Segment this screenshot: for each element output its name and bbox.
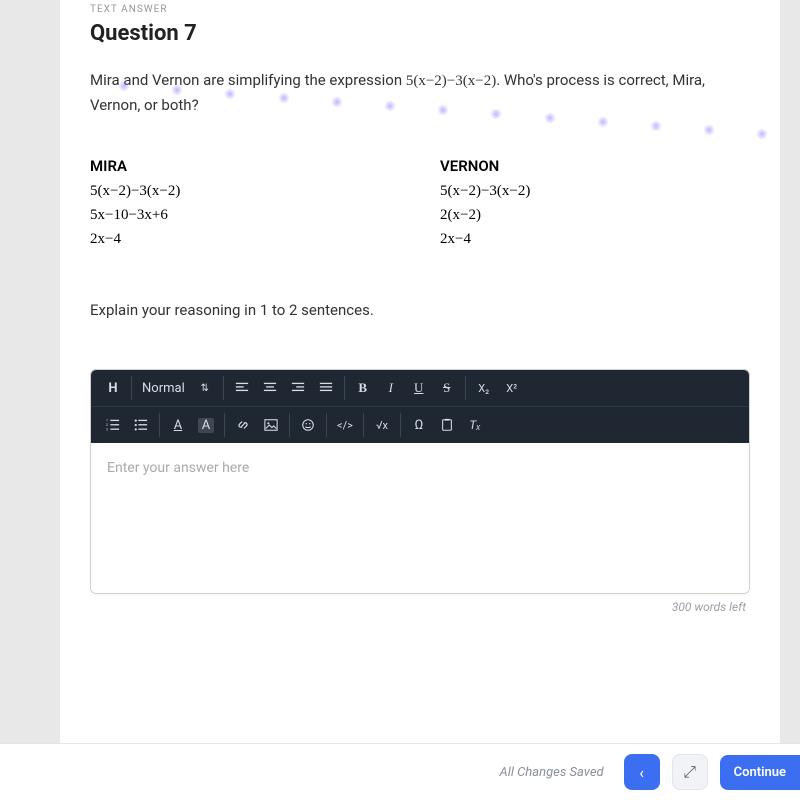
vernon-line-3: 2x−4 <box>440 227 750 251</box>
align-right-icon[interactable] <box>290 381 306 395</box>
vernon-line-2: 2(x−2) <box>440 203 750 227</box>
vernon-column: VERNON 5(x−2)−3(x−2) 2(x−2) 2x−4 <box>440 157 750 251</box>
question-card: TEXT ANSWER Question 7 Mira and Vernon a… <box>60 0 780 800</box>
code-button[interactable]: </> <box>337 419 353 432</box>
image-icon[interactable] <box>263 418 279 432</box>
continue-button[interactable]: Continue <box>720 755 800 790</box>
answer-type-label: TEXT ANSWER <box>90 0 750 15</box>
special-char-button[interactable]: Ω <box>411 418 427 433</box>
page-footer: All Changes Saved ‹ ⤢ Continue <box>0 743 800 800</box>
editor-textarea[interactable]: Enter your answer here <box>91 443 749 593</box>
work-columns: MIRA 5(x−2)−3(x−2) 5x−10−3x+6 2x−4 VERNO… <box>90 157 750 251</box>
heading-button[interactable]: H <box>105 381 121 396</box>
explain-instruction: Explain your reasoning in 1 to 2 sentenc… <box>90 301 750 319</box>
rich-text-editor: H Normal ⇅ B I U S <box>90 369 750 594</box>
word-count: 300 words left <box>90 600 750 614</box>
mira-line-2: 5x−10−3x+6 <box>90 203 400 227</box>
svg-text:3: 3 <box>106 427 108 431</box>
italic-button[interactable]: I <box>383 380 399 396</box>
save-status: All Changes Saved <box>500 765 604 780</box>
style-dropdown-icon[interactable]: ⇅ <box>197 383 213 394</box>
align-left-icon[interactable] <box>234 381 250 395</box>
mira-name: MIRA <box>90 157 400 175</box>
paragraph-style-select[interactable]: Normal <box>142 381 185 396</box>
align-center-icon[interactable] <box>262 381 278 395</box>
svg-text:2: 2 <box>106 423 108 427</box>
highlight-color-button[interactable]: A <box>198 418 214 433</box>
toolbar-row-1: H Normal ⇅ B I U S <box>91 370 749 407</box>
toolbar-row-2: 123 A A </> √x <box>91 407 749 443</box>
back-button[interactable]: ‹ <box>624 754 660 790</box>
superscript-button[interactable]: X² <box>504 382 520 395</box>
mira-line-1: 5(x−2)−3(x−2) <box>90 179 400 203</box>
strikethrough-button[interactable]: S <box>439 380 455 396</box>
expand-button[interactable]: ⤢ <box>672 754 708 790</box>
link-icon[interactable] <box>235 418 251 432</box>
bold-button[interactable]: B <box>355 380 371 396</box>
mira-line-3: 2x−4 <box>90 227 400 251</box>
underline-button[interactable]: U <box>411 380 427 396</box>
editor-toolbar: H Normal ⇅ B I U S <box>91 370 749 443</box>
editor-placeholder: Enter your answer here <box>107 460 249 476</box>
text-color-button[interactable]: A <box>170 418 186 433</box>
mira-column: MIRA 5(x−2)−3(x−2) 5x−10−3x+6 2x−4 <box>90 157 400 251</box>
align-justify-icon[interactable] <box>318 381 334 395</box>
vernon-line-1: 5(x−2)−3(x−2) <box>440 179 750 203</box>
subscript-button[interactable]: X₂ <box>476 382 492 395</box>
vernon-name: VERNON <box>440 157 750 175</box>
clear-format-button[interactable]: Tₓ <box>467 418 483 432</box>
prompt-expression: 5(x−2)−3(x−2) <box>406 73 496 89</box>
unordered-list-icon[interactable] <box>133 418 149 432</box>
svg-text:1: 1 <box>106 419 108 423</box>
question-title: Question 7 <box>90 21 750 46</box>
question-prompt: Mira and Vernon are simplifying the expr… <box>90 68 750 117</box>
sqrt-button[interactable]: √x <box>374 419 390 432</box>
ordered-list-icon[interactable]: 123 <box>105 418 121 432</box>
paste-icon[interactable] <box>439 418 455 432</box>
emoji-icon[interactable] <box>300 418 316 432</box>
prompt-pre: Mira and Vernon are simplifying the expr… <box>90 71 406 89</box>
